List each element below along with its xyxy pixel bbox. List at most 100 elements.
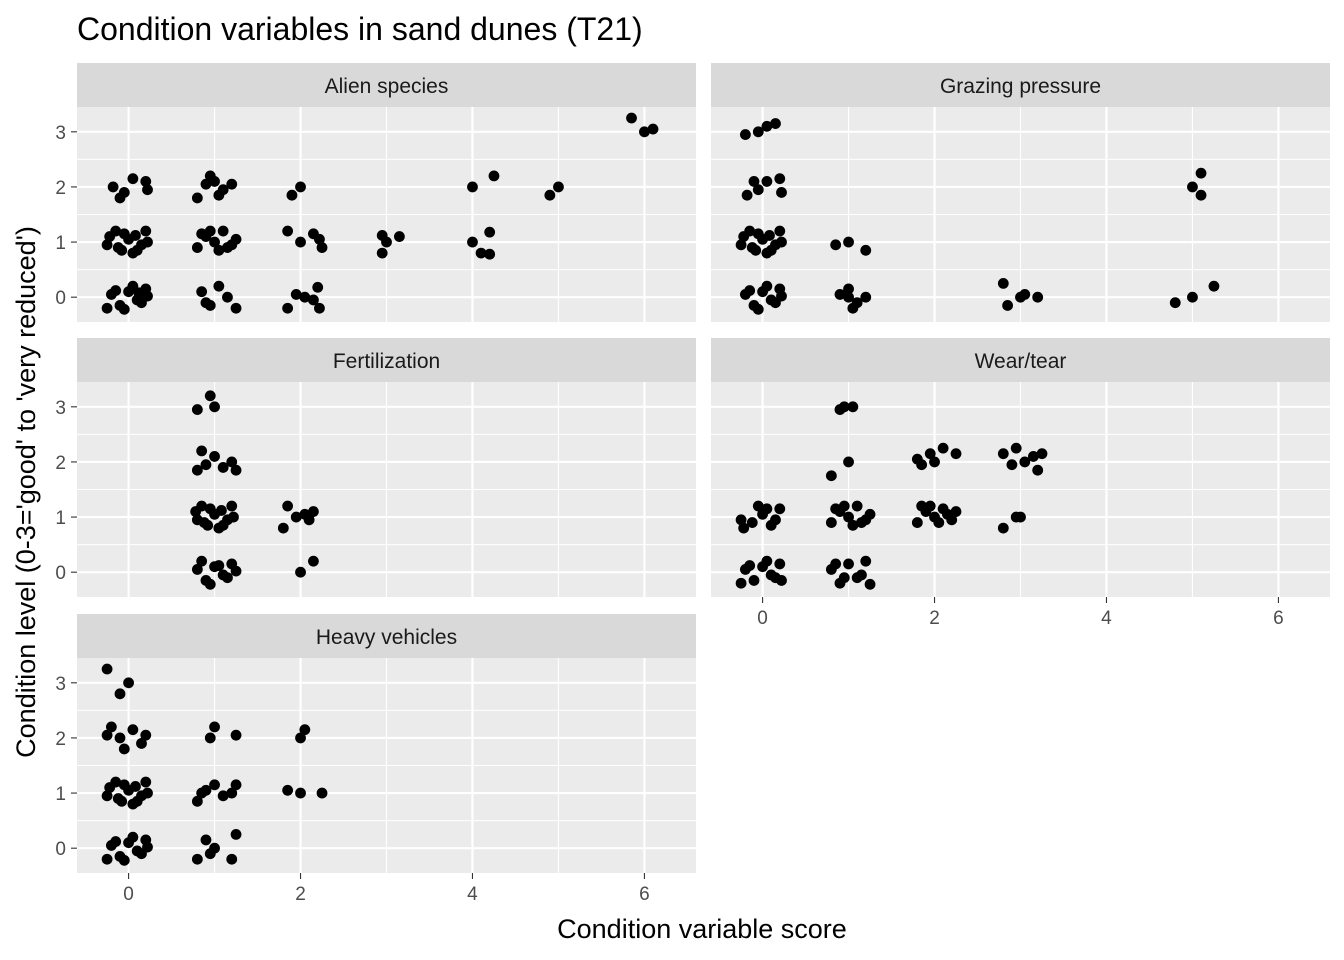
data-point [200,459,212,471]
data-point [130,781,141,792]
data-point [744,560,756,571]
data-point [116,244,128,256]
data-point [204,848,216,860]
data-point [1195,189,1207,201]
data-point [228,511,239,523]
data-point [295,787,306,799]
data-point [114,732,126,744]
data-point [1036,448,1048,460]
data-point [475,247,487,259]
data-point [118,743,130,755]
data-point [997,278,1009,289]
x-axis-title: Condition variable score [557,914,847,944]
data-point [101,239,113,251]
data-point [488,170,500,182]
data-point [308,555,319,567]
data-point [277,522,289,534]
data-point [110,225,122,237]
data-point [107,181,119,193]
data-point [744,225,756,237]
data-point [746,517,758,528]
data-point [127,831,139,843]
data-point [735,577,747,589]
data-point [997,448,1009,460]
y-tick-label: 1 [55,784,66,805]
data-point [544,189,556,201]
data-point [1208,280,1220,292]
data-point [282,784,294,796]
data-point [770,514,781,526]
data-point [191,242,203,253]
data-point [101,790,113,802]
data-point [136,738,147,749]
y-tick-label: 3 [55,398,66,419]
data-point [290,289,302,300]
data-point [830,503,842,515]
y-tick-label: 0 [55,563,66,584]
data-point [924,500,936,512]
data-point [299,724,311,736]
data-point [834,289,846,300]
data-point [101,302,113,314]
data-point [226,178,238,190]
data-point [774,558,786,570]
data-point [116,795,128,807]
data-point [118,779,130,791]
data-point [735,239,747,251]
data-point [825,470,837,482]
data-point [860,291,872,303]
data-point [467,181,478,193]
data-point [843,283,854,295]
x-tick-label: 6 [1273,608,1284,629]
data-point [230,233,242,245]
data-point [204,390,216,402]
data-point [204,578,216,590]
data-point [213,280,225,292]
data-point [222,572,233,584]
data-point [626,112,637,124]
x-tick-label: 6 [639,884,650,905]
data-point [860,555,872,567]
y-tick-label: 1 [55,508,66,529]
data-point [316,787,328,799]
facet-strip [77,338,696,382]
data-point [295,566,306,578]
data-point [209,451,220,462]
data-point [191,853,203,865]
data-point [110,836,122,847]
data-point [101,729,113,741]
data-point [133,287,145,299]
facet-panels: Alien species 0 1 2 3 Grazing pressure Fertili… [55,63,1330,905]
data-point [209,721,220,733]
data-point [105,721,117,733]
data-point [295,236,306,248]
data-point [748,176,760,187]
data-point [217,790,229,802]
data-point [830,239,842,251]
data-point [911,453,923,465]
data-point [196,555,208,567]
data-point [467,236,478,248]
data-point [735,514,747,526]
data-point [752,184,764,196]
data-point [290,511,302,523]
data-point [761,555,773,567]
data-point [200,834,212,846]
data-point [191,564,203,575]
data-point [776,187,787,198]
data-point [1015,511,1026,523]
data-point [761,176,773,187]
data-point [191,514,203,526]
data-point [127,247,139,259]
data-point [230,729,242,741]
data-point [222,242,233,253]
facet-heavy-vehicles: Heavy vehicles 0 1 2 3 0 2 4 6 [55,614,696,905]
data-point [127,724,139,736]
data-point [843,558,854,570]
y-tick-label: 2 [55,178,66,199]
data-point [209,779,220,791]
data-point [204,170,216,182]
data-point [847,401,859,413]
data-point [226,853,238,865]
chart-title: Condition variables in sand dunes (T21) [77,11,643,47]
